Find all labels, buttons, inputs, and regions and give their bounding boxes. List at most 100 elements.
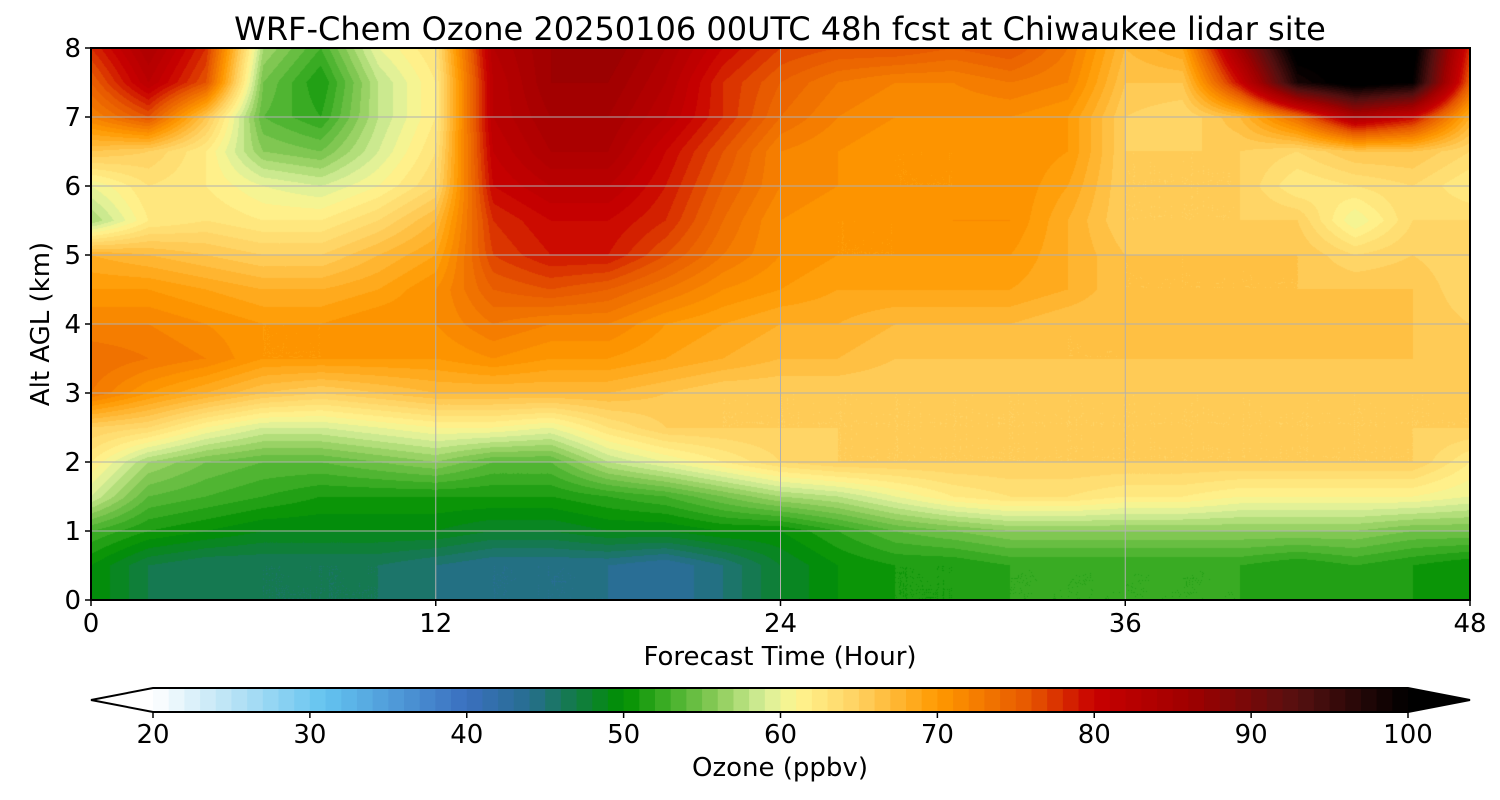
colorbar-band: [843, 688, 860, 712]
colorbar-band: [780, 688, 797, 712]
colorbar-band: [764, 688, 782, 712]
colorbar-band: [1376, 688, 1393, 712]
x-tick-label: 12: [419, 609, 452, 639]
colorbar-band: [733, 688, 750, 712]
colorbar-band: [1345, 688, 1362, 712]
y-tick-label: 6: [64, 172, 81, 202]
x-tick-label: 48: [1453, 609, 1486, 639]
x-axis-label: Forecast Time (Hour): [643, 642, 916, 672]
colorbar-band: [1094, 688, 1111, 712]
colorbar-band: [1062, 688, 1080, 712]
colorbar-band: [921, 688, 938, 712]
colorbar-band: [1031, 688, 1048, 712]
colorbar-band: [1298, 688, 1315, 712]
colorbar-label: Ozone (ppbv): [692, 753, 868, 783]
colorbar-band: [670, 688, 687, 712]
colorbar-band: [1015, 688, 1033, 712]
colorbar-band: [247, 688, 264, 712]
x-tick-label: 0: [83, 609, 100, 639]
y-tick-label: 5: [64, 241, 81, 271]
colorbar-band: [1109, 688, 1127, 712]
colorbar-band: [1360, 688, 1378, 712]
colorbar-band: [1251, 688, 1268, 712]
colorbar-band: [592, 688, 609, 712]
colorbar-extend-high: [1408, 688, 1470, 712]
colorbar-band: [1141, 688, 1158, 712]
colorbar-band: [655, 688, 672, 712]
colorbar-band: [560, 688, 578, 712]
colorbar-band: [639, 688, 656, 712]
colorbar-band: [1204, 688, 1221, 712]
colorbar-band: [278, 688, 295, 712]
colorbar-band: [1078, 688, 1095, 712]
chart-title: WRF-Chem Ozone 20250106 00UTC 48h fcst a…: [234, 10, 1326, 48]
colorbar-band: [1219, 688, 1237, 712]
colorbar-tick-label: 90: [1235, 720, 1268, 750]
colorbar-band: [749, 688, 766, 712]
colorbar-band: [1329, 688, 1346, 712]
colorbar: 20 30 40 50 60 70 80 90 100: [90, 687, 1471, 750]
colorbar-band: [451, 688, 468, 712]
colorbar-band: [1000, 688, 1017, 712]
colorbar-band: [545, 688, 562, 712]
y-tick-label: 2: [64, 448, 81, 478]
colorbar-band: [937, 688, 954, 712]
colorbar-band: [1313, 688, 1331, 712]
colorbar-tick-label: 80: [1078, 720, 1111, 750]
colorbar-band: [231, 688, 248, 712]
colorbar-band: [968, 688, 986, 712]
colorbar-tick-label: 50: [607, 720, 640, 750]
colorbar-band: [1235, 688, 1252, 712]
colorbar-band: [890, 688, 907, 712]
y-tick-label: 0: [64, 586, 81, 616]
colorbar-band: [356, 688, 374, 712]
y-tick-label: 7: [64, 103, 81, 133]
y-axis-label: Alt AGL (km): [26, 242, 56, 406]
colorbar-band: [1125, 688, 1142, 712]
colorbar-band: [858, 688, 876, 712]
colorbar-band: [341, 688, 358, 712]
colorbar-band: [1392, 688, 1409, 712]
colorbar-band: [435, 688, 452, 712]
colorbar-band: [262, 688, 280, 712]
colorbar-band: [482, 688, 499, 712]
colorbar-band: [168, 688, 185, 712]
colorbar-band: [1188, 688, 1205, 712]
colorbar-tick-label: 60: [764, 720, 797, 750]
colorbar-band: [466, 688, 484, 712]
colorbar-band: [607, 688, 625, 712]
colorbar-band: [811, 688, 829, 712]
colorbar-band: [215, 688, 233, 712]
colorbar-band: [984, 688, 1001, 712]
colorbar-tick-label: 100: [1383, 720, 1433, 750]
colorbar-band: [294, 688, 311, 712]
colorbar-tick-label: 30: [293, 720, 326, 750]
colorbar-band: [1047, 688, 1064, 712]
y-tick-label: 4: [64, 310, 81, 340]
colorbar-band: [827, 688, 844, 712]
colorbar-band: [404, 688, 421, 712]
colorbar-band: [906, 688, 923, 712]
colorbar-band: [372, 688, 389, 712]
colorbar-band: [200, 688, 217, 712]
colorbar-band: [686, 688, 703, 712]
colorbar-band: [623, 688, 640, 712]
colorbar-band: [419, 688, 436, 712]
colorbar-band: [529, 688, 546, 712]
colorbar-band: [184, 688, 201, 712]
colorbar-tick-label: 70: [921, 720, 954, 750]
colorbar-band: [1266, 688, 1284, 712]
colorbar-band: [325, 688, 342, 712]
colorbar-extend-low: [91, 688, 153, 712]
colorbar-band: [498, 688, 515, 712]
colorbar-band: [1157, 688, 1174, 712]
colorbar-band: [388, 688, 405, 712]
colorbar-band: [702, 688, 719, 712]
y-tick-label: 3: [64, 379, 81, 409]
colorbar-band: [796, 688, 813, 712]
colorbar-band: [309, 688, 327, 712]
colorbar-tick-label: 20: [136, 720, 169, 750]
colorbar-band: [1172, 688, 1189, 712]
